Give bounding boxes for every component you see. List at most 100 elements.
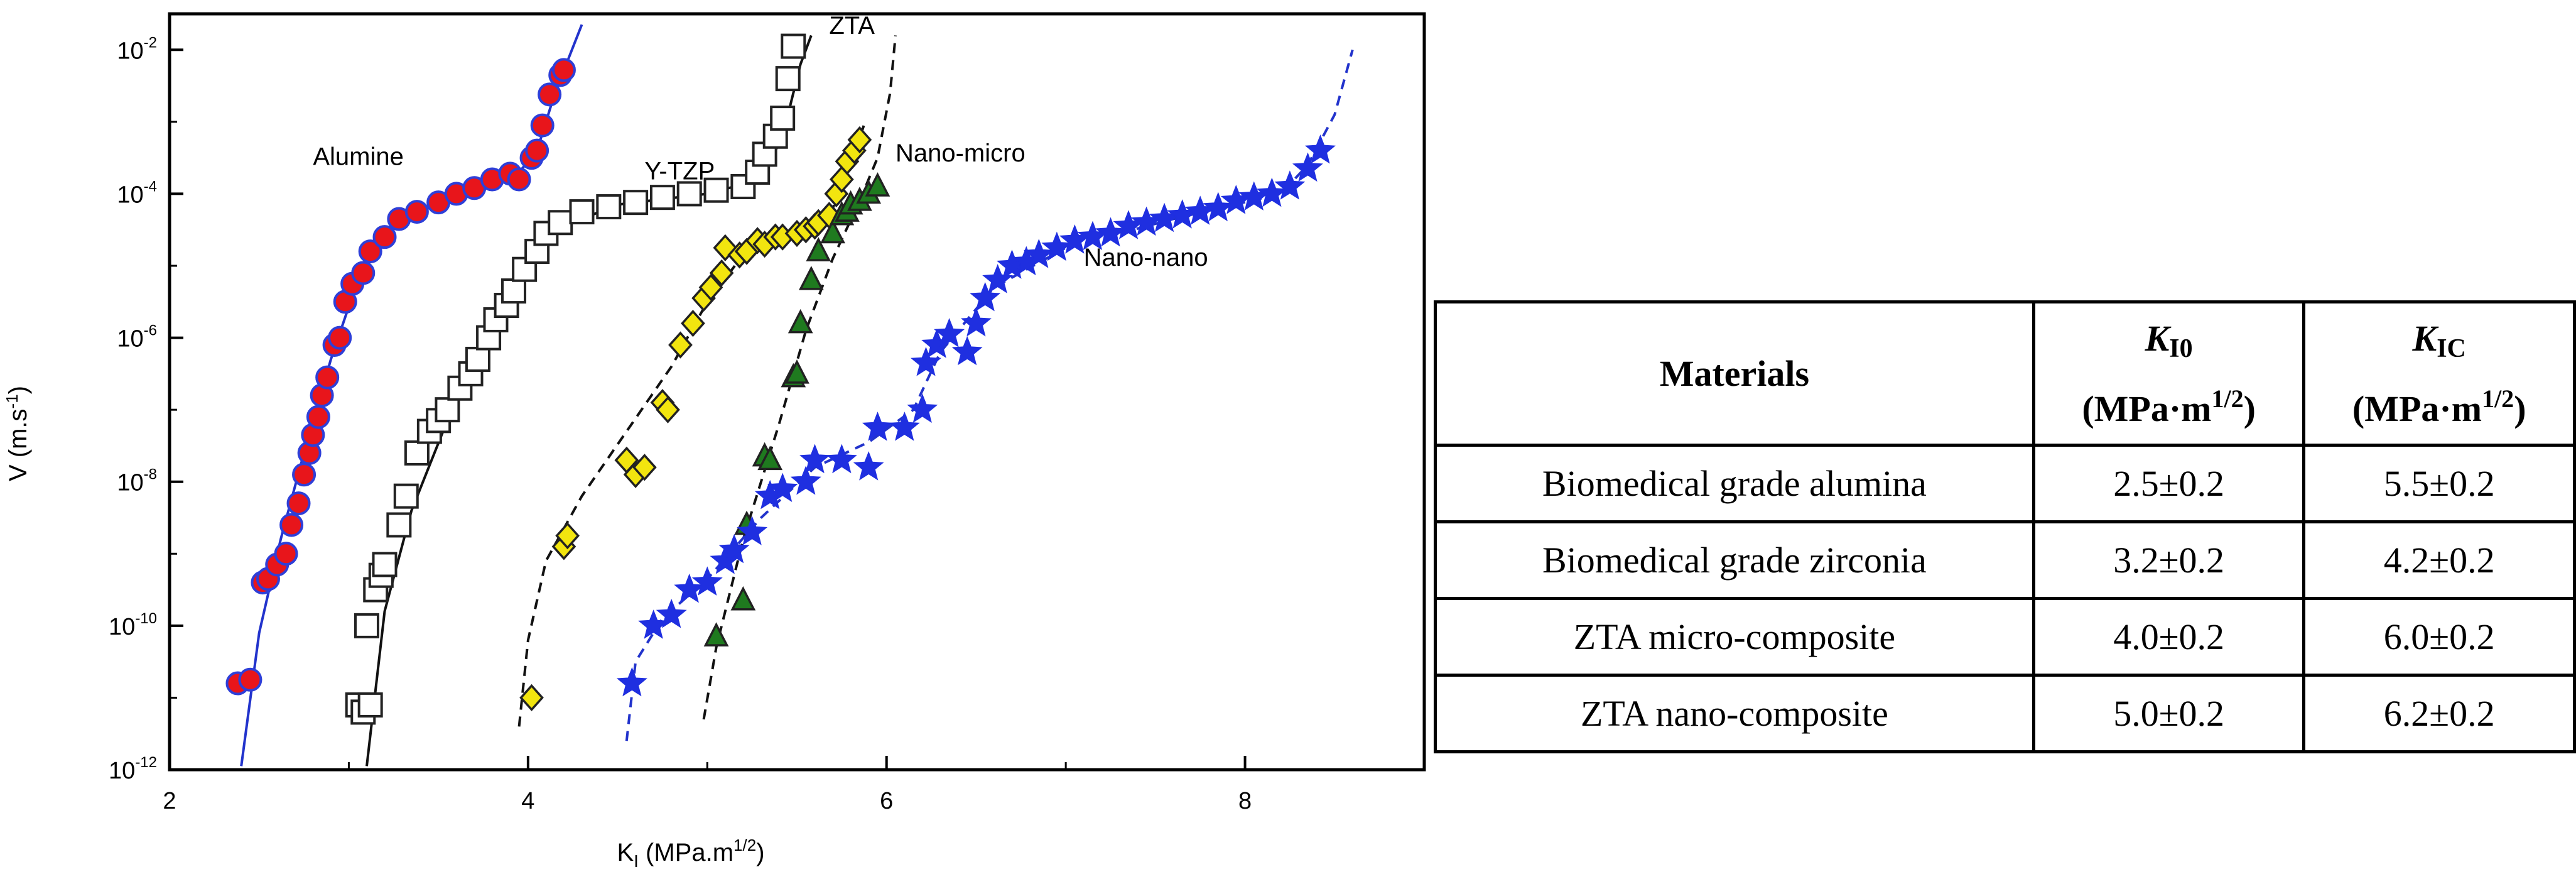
- fit-line-zta: [702, 35, 897, 720]
- nano-micro-point: [656, 396, 680, 423]
- nano-nano-point: [1041, 231, 1073, 261]
- kic-cell: 6.2±0.2: [2302, 674, 2576, 753]
- alumine-point: [372, 225, 397, 249]
- material-cell: Biomedical grade alumina: [1434, 444, 2035, 523]
- series-label-zta: ZTA: [829, 12, 875, 40]
- x-axis-title: KI (MPa.m1/2): [617, 836, 764, 871]
- alumine-point: [538, 82, 562, 107]
- zta-point: [787, 309, 813, 334]
- nano-nano-point: [1256, 177, 1287, 207]
- alumine-point: [507, 167, 531, 192]
- fracture-toughness-table: Materials KI0 (MPa·m1/2) KIC (MPa·m1/2) Bi…: [1434, 300, 2576, 753]
- crack-velocity-chart: 2 4 6 8 10-2 10-4 10-6 10-8 10-10 10-12 Alumine Y-…: [3, 12, 1426, 871]
- table-row: ZTA micro-composite 4.0±0.2 6.0±0.2: [1434, 597, 2576, 677]
- alumine-point: [315, 365, 340, 390]
- kic-cell: 5.5±0.2: [2302, 444, 2576, 523]
- x-tick-label: 8: [1238, 788, 1252, 814]
- nano-nano-point: [889, 412, 920, 441]
- series-label-nano-micro: Nano-micro: [896, 139, 1026, 167]
- y-tzp-point: [676, 181, 702, 207]
- alumine-point: [351, 261, 376, 285]
- y-tzp-point: [465, 346, 490, 372]
- y-tick-label: 10-8: [117, 466, 157, 496]
- table-row: ZTA nano-composite 5.0±0.2 6.2±0.2: [1434, 674, 2576, 753]
- nano-nano-point: [616, 667, 647, 697]
- y-tzp-point: [596, 194, 622, 220]
- series-labels: Alumine Y-TZP Nano-micro ZTA Nano-nano: [313, 12, 1208, 271]
- nano-nano-point: [1203, 192, 1234, 222]
- plot-frame: 2 4 6 8 10-2 10-4 10-6 10-8 10-10 10-12: [109, 12, 1426, 814]
- alumine-point: [286, 491, 311, 516]
- nano-nano-point: [799, 444, 830, 474]
- y-tzp-point: [703, 177, 729, 203]
- y-tzp-point: [649, 185, 675, 210]
- y-tick-label: 10-4: [117, 178, 157, 208]
- y-tzp-point: [354, 613, 379, 638]
- y-tzp-point: [357, 692, 383, 718]
- nano-nano-point: [691, 566, 723, 596]
- kic-cell: 4.2±0.2: [2302, 520, 2576, 600]
- series-label-y-tzp: Y-TZP: [644, 158, 715, 185]
- nano-micro-point: [632, 454, 657, 481]
- nano-nano-point: [1292, 152, 1323, 182]
- alumine-point: [328, 325, 352, 350]
- y-tzp-point: [548, 210, 573, 236]
- series-label-alumine: Alumine: [313, 143, 404, 171]
- alumine-point: [551, 58, 576, 82]
- zta-point: [865, 172, 890, 197]
- nano-nano-point: [1023, 239, 1054, 268]
- series-label-nano-nano: Nano-nano: [1084, 244, 1208, 271]
- y-tzp-point: [372, 552, 398, 577]
- fit-line-y-tzp: [365, 35, 813, 767]
- y-tzp-point: [404, 440, 430, 466]
- nano-micro-point: [555, 522, 580, 550]
- y-tzp-point: [393, 483, 419, 509]
- kic-header: KIC (MPa·m1/2): [2302, 300, 2576, 447]
- k10-cell: 3.2±0.2: [2032, 520, 2306, 600]
- y-tzp-point: [435, 397, 460, 423]
- nano-nano-point: [826, 444, 857, 474]
- nano-nano-point: [656, 598, 687, 628]
- nano-micro-point: [709, 259, 734, 287]
- alumine-point: [525, 138, 549, 163]
- k10-cell: 5.0±0.2: [2032, 674, 2306, 753]
- table-row: Biomedical grade zirconia 3.2±0.2 4.2±0.…: [1434, 520, 2576, 600]
- nano-nano-point: [911, 346, 941, 376]
- y-tzp-point: [569, 199, 595, 225]
- kic-cell: 6.0±0.2: [2302, 597, 2576, 677]
- nano-nano-point: [767, 473, 798, 503]
- plot-border: [168, 12, 1426, 772]
- zta-point: [730, 586, 756, 611]
- materials-header: Materials: [1434, 300, 2035, 447]
- nano-nano-point: [934, 318, 965, 347]
- alumine-point: [238, 667, 262, 692]
- zta-point: [757, 445, 783, 471]
- y-tick-label: 10-12: [109, 754, 157, 784]
- nano-micro-point: [847, 126, 872, 154]
- nano-nano-point: [1274, 170, 1306, 200]
- zta-point: [820, 219, 845, 244]
- y-axis-title: V (m.s-1): [3, 386, 32, 481]
- material-cell: ZTA nano-composite: [1434, 674, 2035, 753]
- y-tzp-point: [775, 66, 801, 92]
- nano-micro-point: [681, 310, 705, 337]
- zta-point: [703, 622, 729, 647]
- material-cell: ZTA micro-composite: [1434, 597, 2035, 677]
- fit-line-nano-micro: [517, 121, 867, 727]
- y-tick-label: 10-10: [109, 610, 157, 640]
- nano-nano-point: [907, 393, 938, 423]
- alumine-point: [358, 239, 382, 264]
- y-tzp-point: [623, 190, 649, 216]
- zta-point: [798, 266, 824, 290]
- nano-nano-point: [1305, 134, 1336, 164]
- fit-line-alumine: [240, 24, 583, 767]
- alumine-point: [404, 200, 429, 224]
- k10-header: KI0 (MPa·m1/2): [2032, 300, 2306, 447]
- material-cell: Biomedical grade zirconia: [1434, 520, 2035, 600]
- axis-titles: KI (MPa.m1/2) V (m.s-1): [3, 386, 765, 871]
- alumine-point: [306, 405, 330, 429]
- nano-nano-point: [853, 451, 884, 481]
- nano-nano-point: [970, 281, 1001, 312]
- nano-nano-point: [718, 533, 750, 564]
- nano-micro-point: [698, 273, 723, 301]
